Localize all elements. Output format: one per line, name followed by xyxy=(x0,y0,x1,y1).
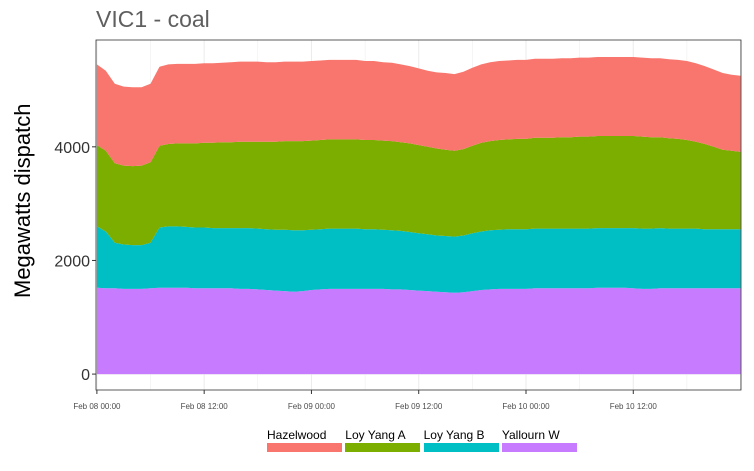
x-tick-label: Feb 09 00:00 xyxy=(288,402,336,411)
legend-key xyxy=(345,443,421,452)
legend-label: Yallourn W xyxy=(501,428,560,442)
legend-label: Loy Yang B xyxy=(423,428,485,442)
legend-label: Loy Yang A xyxy=(345,428,406,442)
y-tick-label: 2000 xyxy=(54,253,90,270)
legend-item: Yallourn W xyxy=(501,428,577,452)
area-hazelwood xyxy=(96,57,741,167)
x-tick-label: Feb 08 12:00 xyxy=(181,402,229,411)
legend-item: Loy Yang B xyxy=(423,428,499,452)
chart-title: VIC1 - coal xyxy=(96,6,210,32)
legend-item: Loy Yang A xyxy=(345,428,421,452)
area-loy-yang-a xyxy=(96,136,741,246)
x-tick-label: Feb 09 12:00 xyxy=(395,402,443,411)
legend-key xyxy=(501,443,577,452)
x-tick-label: Feb 08 00:00 xyxy=(73,402,121,411)
legend-key xyxy=(423,443,499,452)
y-tick-label: 0 xyxy=(81,367,90,384)
legend-key xyxy=(267,443,342,452)
x-tick-label: Feb 10 12:00 xyxy=(610,402,658,411)
legend-label: Hazelwood xyxy=(267,428,327,442)
legend-item: Hazelwood xyxy=(267,428,342,452)
x-tick-label: Feb 10 00:00 xyxy=(502,402,550,411)
area-loy-yang-b xyxy=(96,226,741,293)
y-tick-label: 4000 xyxy=(54,140,90,157)
area-yallourn-w xyxy=(96,287,741,375)
